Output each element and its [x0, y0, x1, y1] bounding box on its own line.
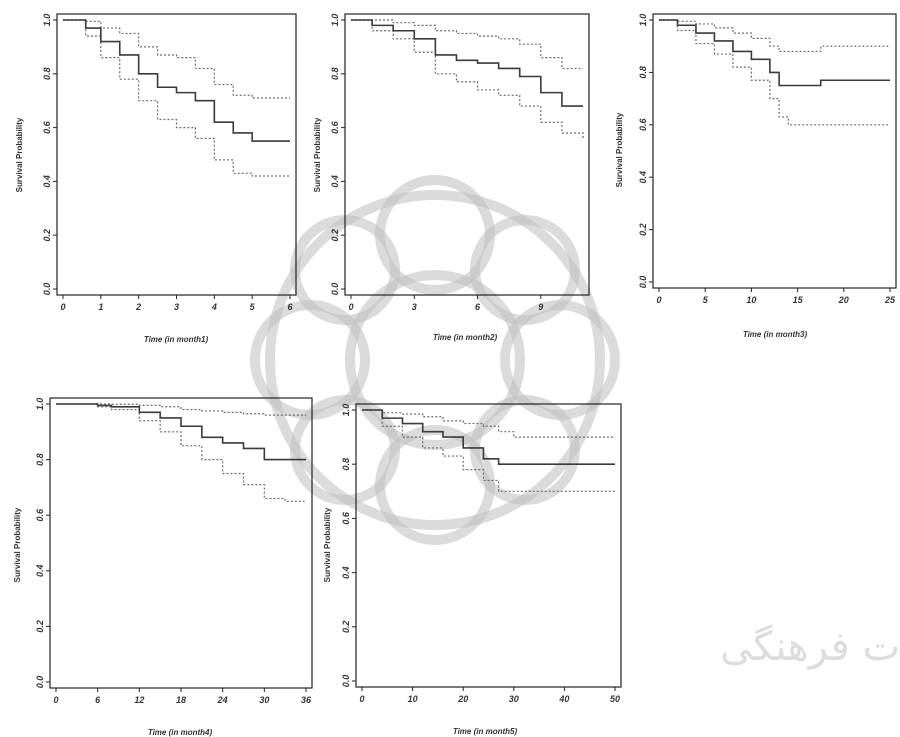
x-axis-label: Time (in month5)	[453, 727, 518, 736]
x-tick-label: 3	[174, 302, 179, 312]
x-tick-label: 4	[211, 302, 217, 312]
y-tick-label: 0.2	[35, 620, 45, 633]
y-tick-label: 1.0	[330, 14, 340, 27]
x-tick-label: 9	[538, 302, 543, 312]
y-tick-label: 0.6	[42, 120, 52, 134]
x-tick-label: 6	[95, 695, 101, 705]
y-tick-label: 1.0	[341, 404, 351, 417]
y-axis-label: Survival Probability	[313, 117, 322, 192]
x-tick-label: 6	[475, 302, 481, 312]
plot-frame	[355, 403, 622, 688]
upper-ci-curve	[56, 403, 306, 416]
x-tick-label: 10	[746, 295, 756, 305]
upper-ci-curve	[351, 19, 583, 70]
survival-curve	[63, 19, 290, 142]
y-tick-label: 0.2	[638, 223, 648, 236]
x-tick-label: 5	[250, 302, 256, 312]
y-tick-label: 0.4	[341, 566, 351, 579]
km-panel-3: Survival Probability Time (in month3) 0.…	[615, 13, 897, 339]
km-panel-5: Survival Probability Time (in month5) 0.…	[323, 403, 622, 736]
y-tick-label: 0.0	[341, 675, 351, 688]
y-tick-label: 1.0	[42, 14, 52, 27]
x-axis-label: Time (in month2)	[433, 333, 498, 342]
upper-ci-curve	[362, 409, 615, 438]
x-tick-label: 12	[134, 695, 144, 705]
x-tick-label: 6	[287, 302, 293, 312]
x-tick-label: 10	[408, 694, 418, 704]
y-tick-label: 0.0	[330, 283, 340, 296]
y-tick-label: 0.8	[35, 453, 45, 466]
y-tick-label: 0.8	[638, 66, 648, 79]
y-tick-label: 0.4	[330, 175, 340, 188]
plot-frame	[49, 397, 313, 689]
km-panel-4: Survival Probability Time (in month4) 0.…	[13, 397, 313, 737]
x-tick-label: 2	[135, 302, 141, 312]
x-tick-label: 0	[53, 695, 58, 705]
x-axis-label: Time (in month1)	[144, 335, 209, 344]
x-tick-label: 36	[301, 695, 312, 705]
y-tick-label: 0.8	[341, 458, 351, 471]
x-tick-label: 0	[60, 302, 65, 312]
x-axis-label: Time (in month4)	[148, 728, 213, 737]
y-tick-label: 0.8	[330, 68, 340, 81]
x-tick-label: 1	[98, 302, 103, 312]
x-tick-label: 0	[359, 694, 364, 704]
x-tick-label: 20	[457, 694, 468, 704]
y-tick-label: 0.6	[341, 511, 351, 525]
survival-curve	[362, 409, 615, 465]
lower-ci-curve	[56, 403, 306, 502]
x-axis-label: Time (in month3)	[743, 330, 808, 339]
y-tick-label: 1.0	[35, 398, 45, 411]
survival-curve	[659, 19, 890, 87]
x-tick-label: 0	[656, 295, 661, 305]
watermark-text: پژوهشگاه علوم انسانی و مطالعات فرهنگی	[720, 624, 900, 670]
upper-ci-curve	[659, 19, 890, 53]
x-tick-label: 30	[509, 694, 519, 704]
plot-frame	[344, 13, 590, 296]
y-tick-label: 0.8	[42, 68, 52, 81]
y-tick-label: 0.4	[42, 175, 52, 188]
plot-frame	[652, 13, 897, 289]
y-tick-label: 1.0	[638, 14, 648, 27]
x-tick-label: 5	[703, 295, 709, 305]
km-panel-2: Survival Probability Time (in month2) 0.…	[313, 13, 590, 342]
y-tick-label: 0.4	[35, 565, 45, 578]
y-tick-label: 0.0	[42, 283, 52, 296]
y-axis-label: Survival Probability	[323, 507, 332, 582]
x-tick-label: 40	[558, 694, 569, 704]
y-tick-label: 0.0	[638, 276, 648, 289]
x-tick-label: 24	[217, 695, 228, 705]
x-tick-label: 3	[412, 302, 417, 312]
x-tick-label: 18	[176, 695, 186, 705]
x-tick-label: 15	[793, 295, 804, 305]
y-tick-label: 0.6	[35, 508, 45, 522]
lower-ci-curve	[351, 19, 584, 139]
y-tick-label: 0.6	[638, 118, 648, 132]
watermark-emblem	[250, 175, 620, 545]
upper-ci-curve	[63, 19, 290, 99]
lower-ci-curve	[63, 19, 290, 177]
y-axis-label: Survival Probability	[615, 112, 624, 187]
y-tick-label: 0.6	[330, 120, 340, 134]
y-axis-label: Survival Probability	[13, 507, 22, 582]
y-tick-label: 0.4	[638, 171, 648, 184]
x-tick-label: 30	[259, 695, 269, 705]
y-tick-label: 0.2	[330, 229, 340, 242]
x-tick-label: 50	[610, 694, 620, 704]
y-axis-label: Survival Probability	[15, 117, 24, 192]
x-tick-label: 25	[884, 295, 896, 305]
x-tick-label: 20	[838, 295, 849, 305]
y-tick-label: 0.2	[341, 621, 351, 634]
survival-curve	[351, 19, 583, 107]
x-tick-label: 0	[348, 302, 353, 312]
survival-curve	[56, 403, 306, 461]
y-tick-label: 0.2	[42, 229, 52, 242]
lower-ci-curve	[362, 409, 615, 492]
y-tick-label: 0.0	[35, 676, 45, 689]
km-panel-1: Survival Probability Time (in month1) 0.…	[15, 13, 297, 344]
